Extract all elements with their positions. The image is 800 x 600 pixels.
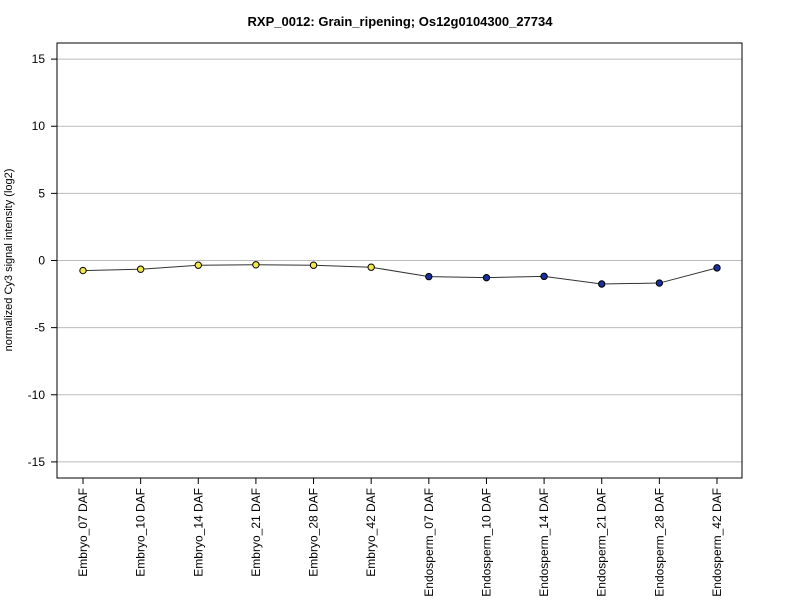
x-tick-label: Endosperm_07 DAF: [422, 488, 436, 597]
series-line: [82, 264, 718, 285]
data-point: [252, 261, 260, 269]
x-tick-label: Embryo_28 DAF: [307, 488, 321, 577]
data-point: [540, 272, 548, 281]
x-tick-label: Endosperm_28 DAF: [652, 488, 666, 597]
x-tick-label: Embryo_21 DAF: [249, 488, 263, 577]
y-tick-label: -5: [34, 321, 45, 335]
data-point: [425, 272, 433, 281]
x-tick-label: Embryo_10 DAF: [134, 488, 148, 577]
x-tick-label: Endosperm_14 DAF: [537, 488, 551, 597]
x-tick-label: Embryo_07 DAF: [76, 488, 90, 577]
x-tick-label: Endosperm_10 DAF: [479, 488, 493, 597]
y-tick-label: -15: [28, 455, 46, 469]
x-tick-label: Embryo_14 DAF: [191, 488, 205, 577]
data-point: [713, 264, 721, 272]
x-tick-label: Embryo_42 DAF: [364, 488, 378, 577]
x-tick-label: Endosperm_42 DAF: [710, 488, 724, 597]
data-point: [194, 261, 202, 269]
data-point: [655, 279, 664, 287]
data-point: [79, 266, 87, 275]
data-point: [136, 265, 145, 273]
y-tick-label: 10: [32, 119, 46, 133]
y-axis: -15 -10 -5 0 5 10 15: [28, 52, 57, 469]
y-axis-label: normalized Cy3 signal intensity (log2): [3, 169, 15, 352]
y-tick-label: 0: [38, 254, 45, 268]
data-point: [598, 280, 606, 288]
y-tick-label: 15: [32, 52, 46, 66]
y-tick-label: 5: [38, 186, 45, 200]
x-tick-label: Endosperm_21 DAF: [595, 488, 609, 597]
y-tick-label: -10: [28, 388, 46, 402]
data-point: [309, 261, 318, 269]
gridlines: [57, 58, 742, 463]
data-point: [367, 263, 375, 271]
data-point: [482, 273, 491, 282]
x-axis: Embryo_07 DAF Embryo_10 DAF Embryo_14 DAF E…: [76, 478, 724, 597]
data-points: [79, 261, 721, 288]
chart-title: RXP_0012: Grain_ripening; Os12g0104300_2…: [248, 14, 554, 29]
